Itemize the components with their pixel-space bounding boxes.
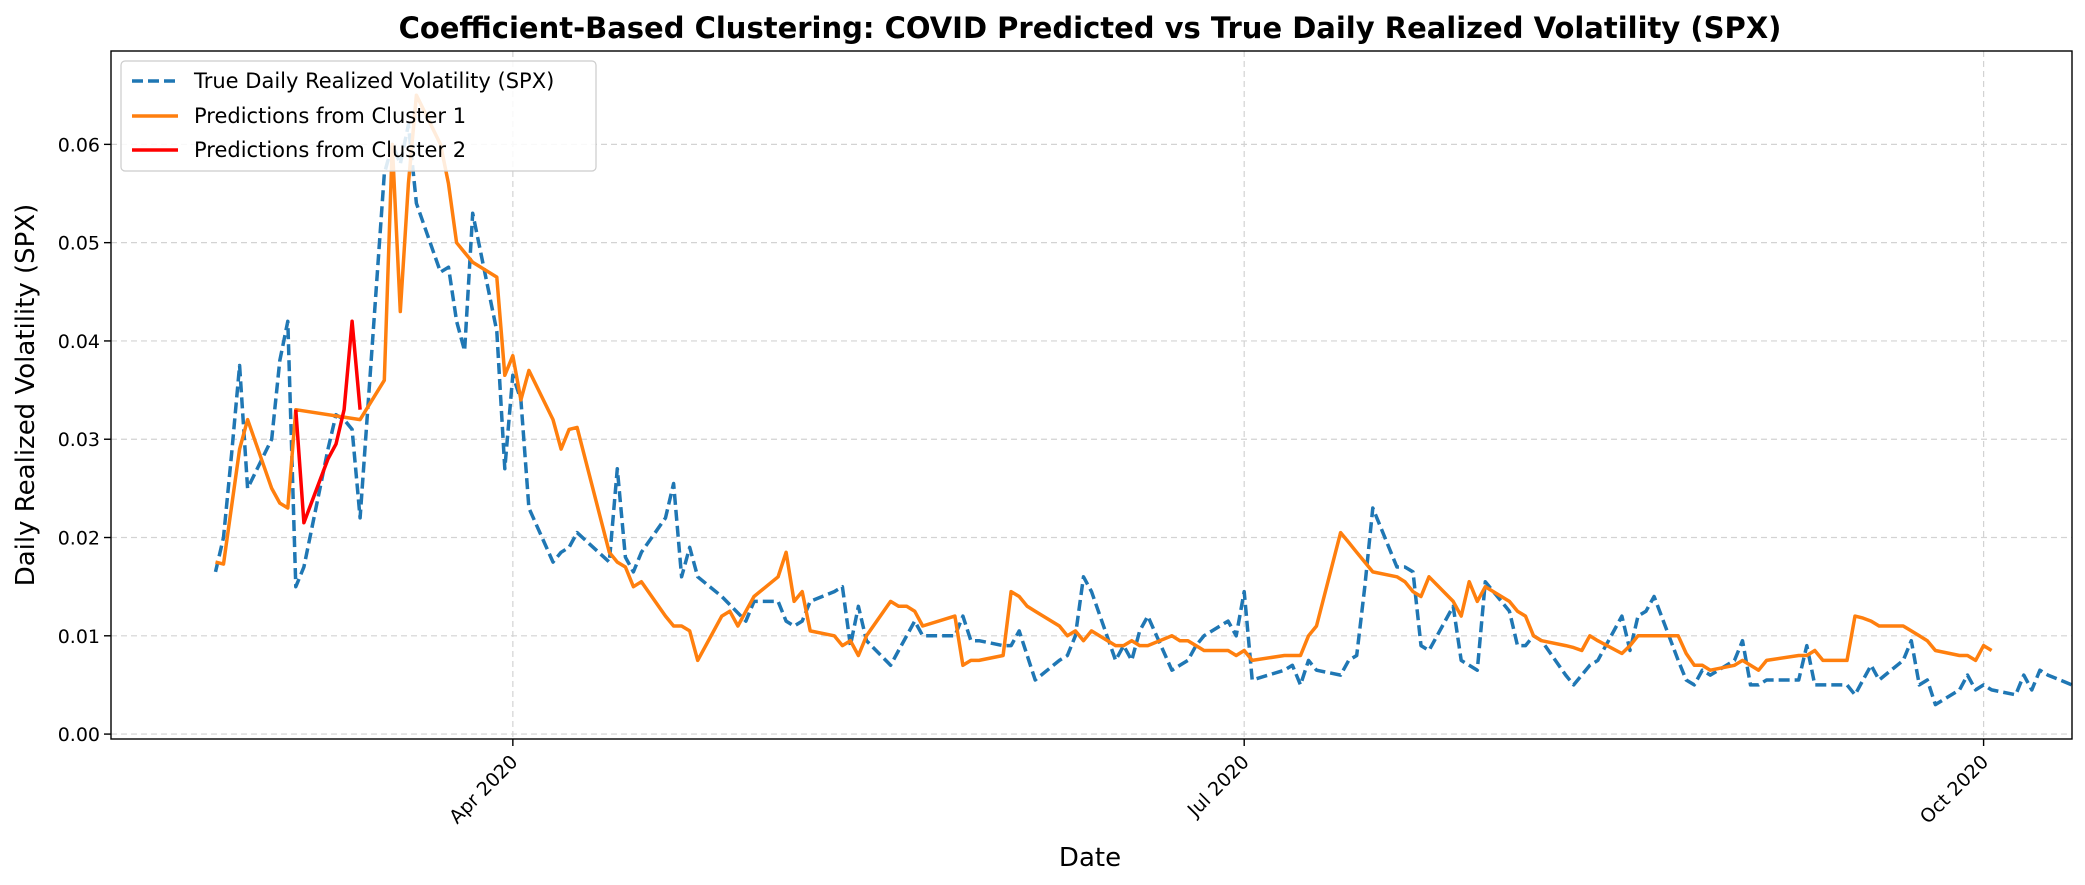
plot-frame bbox=[110, 50, 2073, 740]
series-layer bbox=[213, 93, 2073, 707]
x-axis-ticks: Apr 2020 Jul 2020 Oct 2020 bbox=[445, 739, 1993, 828]
x-tick-label-2: Oct 2020 bbox=[1916, 751, 1993, 828]
y-axis-ticks: 0.00 0.01 0.02 0.03 0.04 0.05 0.06 bbox=[58, 134, 111, 746]
y-tick-label-3: 0.03 bbox=[58, 429, 100, 451]
legend-box bbox=[120, 60, 597, 172]
y-tick-label-2: 0.02 bbox=[58, 528, 100, 550]
chart-title: Coefficient-Based Clustering: COVID Pred… bbox=[399, 11, 1782, 45]
y-tick-label-6: 0.06 bbox=[58, 134, 100, 156]
legend: True Daily Realized Volatility (SPX) Pre… bbox=[120, 60, 597, 172]
y-axis-label: Daily Realized Volatility (SPX) bbox=[11, 204, 41, 587]
legend-item-cluster-1: Predictions from Cluster 1 bbox=[194, 104, 466, 128]
x-tick-label-1: Jul 2020 bbox=[1183, 751, 1254, 822]
y-tick-label-0: 0.00 bbox=[58, 724, 100, 746]
series-line-cluster-2 bbox=[294, 319, 362, 525]
legend-item-cluster-2: Predictions from Cluster 2 bbox=[194, 138, 466, 162]
y-tick-label-1: 0.01 bbox=[58, 626, 100, 648]
legend-item-true: True Daily Realized Volatility (SPX) bbox=[193, 69, 554, 93]
x-tick-label-0: Apr 2020 bbox=[445, 751, 522, 828]
gridlines bbox=[111, 51, 2072, 739]
series-line-true bbox=[213, 122, 2073, 707]
series-line-cluster-1 bbox=[215, 93, 1993, 672]
x-axis-label: Date bbox=[1059, 843, 1121, 873]
y-tick-label-5: 0.05 bbox=[58, 233, 100, 255]
y-tick-label-4: 0.04 bbox=[58, 331, 100, 353]
